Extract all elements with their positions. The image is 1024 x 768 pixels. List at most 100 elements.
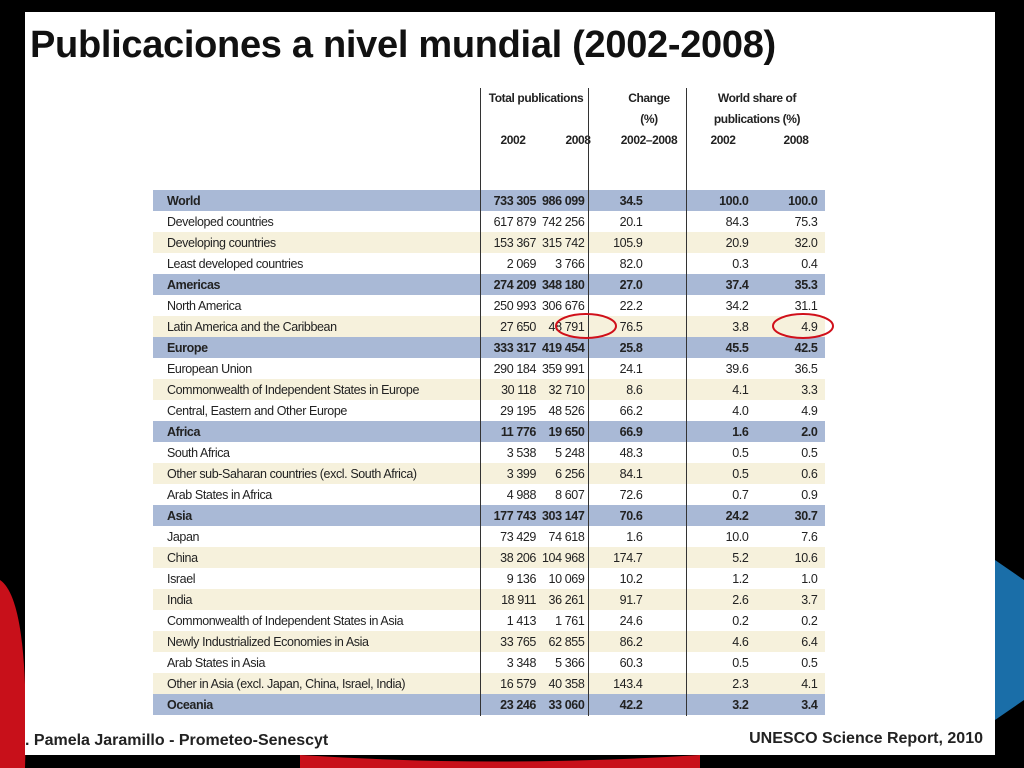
table-row: Japan 73 429 74 618 1.6 10.0 7.6 — [153, 526, 826, 547]
row-label: Oceania — [167, 697, 213, 712]
group-row: Oceania 23 246 33 060 42.2 3.2 3.4 — [153, 694, 826, 715]
cell: 986 099 — [542, 193, 585, 208]
cell: 27 650 — [500, 319, 536, 334]
cell: 31.1 — [794, 298, 818, 313]
cell: 419 454 — [542, 340, 585, 355]
row-label: Latin America and the Caribbean — [167, 319, 337, 334]
cell: 91.7 — [619, 592, 643, 607]
cell: 306 676 — [542, 298, 585, 313]
col-header-year: 2008 — [565, 133, 591, 147]
table-row: Developed countries 617 879 742 256 20.1 84.… — [153, 211, 826, 232]
cell: 100.0 — [788, 193, 818, 208]
cell: 2 069 — [506, 256, 537, 271]
cell: 1 413 — [506, 613, 537, 628]
cell: 18 911 — [501, 592, 536, 607]
red-band — [300, 755, 700, 768]
cell: 73 429 — [500, 529, 536, 544]
cell: 0.5 — [732, 445, 749, 460]
cell: 250 993 — [493, 298, 537, 313]
cell: 19 650 — [548, 424, 585, 439]
cell: 42.5 — [794, 340, 818, 355]
row-label: India — [167, 592, 193, 607]
cell: 39.6 — [725, 361, 749, 376]
cell: 3.3 — [801, 382, 818, 397]
cell: 5 248 — [555, 445, 585, 460]
column-rule — [588, 88, 589, 716]
cell: 60.3 — [619, 655, 643, 670]
cell: 274 209 — [493, 277, 537, 292]
cell: 11 776 — [500, 424, 537, 439]
slide-title: Publicaciones a nivel mundial (2002-2008… — [30, 24, 776, 66]
table-row: European Union 290 184 359 991 24.1 39.6 36.5 — [153, 358, 826, 379]
cell: 86.2 — [619, 634, 643, 649]
cell: 32.0 — [794, 235, 818, 250]
cell: 62 855 — [548, 634, 585, 649]
table-row: Central, Eastern and Other Europe 29 195 4… — [153, 400, 826, 421]
col-header-year: 2002 — [710, 133, 736, 147]
table-row: South Africa 3 538 5 248 48.3 0.5 0.5 — [153, 442, 826, 463]
cell: 359 991 — [542, 361, 585, 376]
cell: 617 879 — [493, 214, 537, 229]
cell: 3.7 — [801, 592, 818, 607]
cell: 24.2 — [725, 508, 749, 523]
cell: 74 618 — [548, 529, 585, 544]
col-header-year: 2008 — [783, 133, 809, 147]
cell: 0.4 — [801, 256, 818, 271]
cell: 348 180 — [542, 277, 585, 292]
cell: 72.6 — [619, 487, 643, 502]
row-label: Least developed countries — [167, 256, 303, 271]
group-row: Americas 274 209 348 180 27.0 37.4 35.3 — [153, 274, 826, 295]
cell: 0.7 — [732, 487, 749, 502]
cell: 34.5 — [619, 193, 643, 208]
cell: 1.6 — [626, 529, 643, 544]
cell: 0.2 — [801, 613, 818, 628]
cell: 7.6 — [801, 529, 818, 544]
cell: 104 968 — [542, 550, 585, 565]
cell: 4.1 — [801, 676, 818, 691]
cell: 38 206 — [500, 550, 536, 565]
cell: 10 069 — [548, 571, 585, 586]
cell: 24.6 — [619, 613, 643, 628]
cell: 4.9 — [801, 319, 818, 334]
row-label: South Africa — [167, 445, 230, 460]
cell: 66.9 — [619, 424, 643, 439]
cell: 3 348 — [506, 655, 537, 670]
table-row: Israel 9 136 10 069 10.2 1.2 1.0 — [153, 568, 826, 589]
row-label: Americas — [167, 277, 221, 292]
cell: 42.2 — [619, 697, 643, 712]
row-label: Commonwealth of Independent States in As… — [167, 613, 404, 628]
cell: 82.0 — [619, 256, 643, 271]
table-row: Latin America and the Caribbean 27 650 48 … — [153, 316, 826, 337]
row-label: Arab States in Africa — [167, 487, 272, 502]
cell: 2.3 — [732, 676, 749, 691]
cell: 84.3 — [725, 214, 749, 229]
row-label: Newly Industrialized Economies in Asia — [167, 634, 369, 649]
row-label: Other sub-Saharan countries (excl. South… — [167, 466, 417, 481]
cell: 4.1 — [732, 382, 749, 397]
cell: 290 184 — [493, 361, 537, 376]
row-label: Developed countries — [167, 214, 274, 229]
cell: 3.8 — [732, 319, 749, 334]
table-row: China 38 206 104 968 174.7 5.2 10.6 — [153, 547, 826, 568]
cell: 4.9 — [801, 403, 818, 418]
cell: 30.7 — [794, 508, 818, 523]
cell: 37.4 — [725, 277, 749, 292]
cell: 4 988 — [506, 487, 537, 502]
col-header-change: Change (%) — [628, 91, 670, 126]
col-header-share: World share of publications (%) — [713, 91, 801, 126]
column-rule — [480, 88, 481, 716]
cell: 34.2 — [725, 298, 749, 313]
row-label: Arab States in Asia — [167, 655, 266, 670]
cell: 6.4 — [801, 634, 818, 649]
table-row: Arab States in Asia 3 348 5 366 60.3 0.5 0.5 — [153, 652, 826, 673]
cell: 0.5 — [732, 466, 749, 481]
cell: 5.2 — [732, 550, 749, 565]
row-label: European Union — [167, 361, 252, 376]
cell: 333 317 — [493, 340, 537, 355]
row-label: Developing countries — [167, 235, 276, 250]
cell: 35.3 — [794, 277, 818, 292]
cell: 2.0 — [801, 424, 818, 439]
col-header-year: 2002 — [500, 133, 526, 147]
cell: 22.2 — [619, 298, 643, 313]
